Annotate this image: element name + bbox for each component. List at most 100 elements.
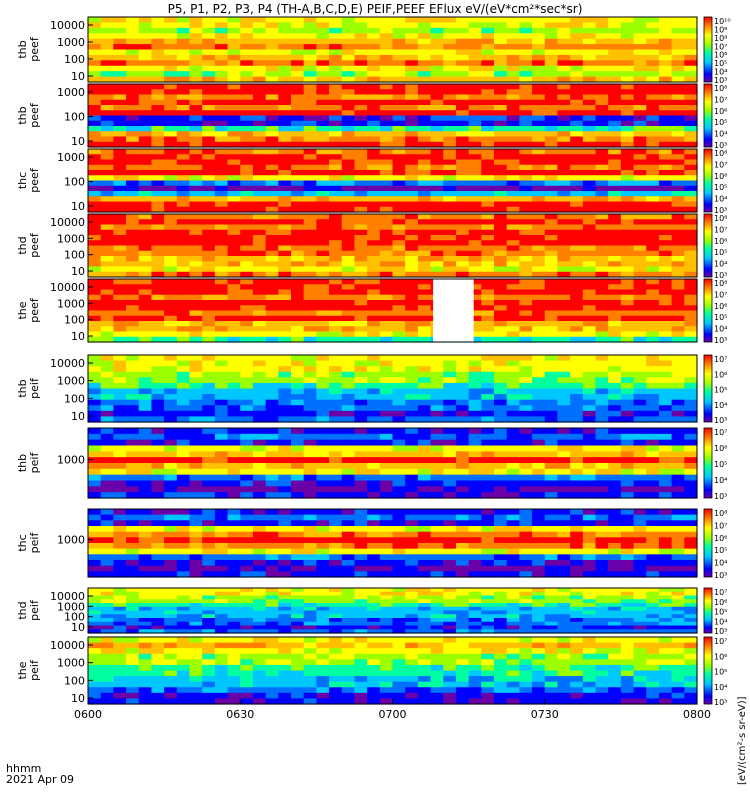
colorbar-tick-label: 10⁶ — [714, 370, 727, 379]
y-axis-label-product: peif — [28, 599, 41, 621]
y-tick-label: 1000 — [57, 297, 85, 310]
colorbar-tick-label: 10⁶ — [714, 652, 727, 661]
panel-10: 10 100 1000 10000 the peif 10³ 10⁴ 10⁵ 10⁶ 10⁷ — [16, 636, 727, 707]
y-axis-label-probe: the — [16, 301, 29, 319]
colorbar-tick-label: 10⁵ — [714, 248, 727, 257]
x-axis: 0600 0630 0700 0730 0800 — [74, 699, 711, 721]
panel-frame — [87, 213, 698, 278]
colorbar-tick-label: 10⁷ — [714, 637, 727, 646]
colorbar — [703, 148, 713, 213]
colorbar-tick-label: 10¹⁰ — [714, 17, 731, 26]
colorbar-tick-label: 10⁴ — [714, 68, 727, 77]
colorbar-tick-label: 10³ — [714, 141, 727, 150]
panel-6: 10 100 1000 10000 thb peif 10³ 10⁴ 10⁵ 10⁶ 10⁷ — [16, 354, 727, 425]
colorbar-tick-label: 10³ — [714, 206, 727, 215]
x-tick-label: 0800 — [683, 708, 711, 721]
y-axis-label-product: peif — [28, 452, 41, 474]
colorbar-tick-label: 10⁵ — [714, 118, 727, 127]
spectrogram-cells — [88, 17, 698, 83]
colorbar-tick-label: 10³ — [714, 492, 727, 501]
colorbar-tick-label: 10⁹ — [714, 25, 727, 34]
y-tick-label: 10000 — [50, 19, 85, 32]
y-tick-label: 10 — [71, 621, 85, 634]
panel-7: 1000 thb peif 10³ 10⁴ 10⁵ 10⁶ 10⁷ — [16, 427, 727, 501]
y-axis-label-probe: thb — [16, 454, 29, 472]
x-axis-label-date: 2021 Apr 09 — [6, 773, 74, 786]
colorbar-tick-label: 10⁵ — [714, 460, 727, 469]
colorbar-tick-label: 10⁷ — [714, 355, 727, 364]
colorbar-tick-label: 10⁵ — [714, 546, 727, 555]
colorbar-tick-label: 10⁷ — [714, 588, 727, 597]
colorbar-tick-label: 10⁷ — [714, 428, 727, 437]
y-axis-label-product: peif — [28, 377, 41, 399]
colorbar-tick-label: 10⁴ — [714, 325, 727, 334]
colorbar-tick-label: 10³ — [714, 698, 727, 707]
y-tick-label: 10000 — [50, 590, 85, 603]
y-tick-label: 1000 — [57, 534, 85, 547]
y-tick-label: 10 — [71, 410, 85, 423]
colorbar-tick-label: 10⁸ — [714, 509, 727, 518]
y-tick-label: 100 — [64, 611, 85, 624]
y-tick-label: 10000 — [50, 639, 85, 652]
panel-frame — [87, 16, 698, 83]
colorbar-tick-label: 10³ — [714, 416, 727, 425]
colorbar — [703, 587, 713, 634]
colorbar — [703, 508, 713, 578]
y-tick-label: 1000 — [57, 454, 85, 467]
colorbar-tick-label: 10⁸ — [714, 34, 727, 43]
colorbar-tick-label: 10⁷ — [714, 160, 727, 169]
panel-frame — [87, 587, 698, 634]
colorbar-tick-label: 10⁵ — [714, 313, 727, 322]
y-tick-label: 1000 — [57, 657, 85, 670]
y-axis-label-probe: thd — [16, 236, 29, 254]
y-tick-label: 1000 — [57, 375, 85, 388]
colorbar-tick-label: 10³ — [714, 571, 727, 580]
panel-8: 1000 thc peif 10³ 10⁴ 10⁵ 10⁶ 10⁷ 10⁸ — [16, 508, 727, 580]
y-tick-label: 100 — [64, 314, 85, 327]
figure-title: P5, P1, P2, P3, P4 (TH-A,B,C,D,E) PEIF,P… — [168, 2, 583, 16]
colorbar-tick-label: 10⁶ — [714, 444, 727, 453]
y-tick-label: 10000 — [50, 281, 85, 294]
data-gap — [433, 279, 474, 342]
colorbar-tick-label: 10⁴ — [714, 130, 727, 139]
y-tick-label: 1000 — [57, 36, 85, 49]
colorbar — [703, 16, 713, 83]
colorbar-tick-label: 10⁸ — [714, 84, 727, 93]
x-tick-label: 0600 — [74, 708, 102, 721]
y-tick-label: 10 — [71, 330, 85, 343]
y-axis-label-probe: thb — [16, 40, 29, 58]
spectrogram-cells — [88, 84, 698, 148]
colorbar-tick-label: 10⁷ — [714, 95, 727, 104]
colorbar-tick-label: 10⁵ — [714, 59, 727, 68]
y-tick-label: 1000 — [57, 151, 85, 164]
colorbar-tick-label: 10⁶ — [714, 172, 727, 181]
y-tick-label: 10 — [71, 265, 85, 278]
colorbar — [703, 278, 713, 343]
y-tick-label: 1000 — [57, 86, 85, 99]
panel-4: 10 100 1000 10000 thd peef 10³ 10⁴ 10⁵ 10⁶ 10⁷ 10⁸ — [16, 213, 727, 280]
colorbar-tick-label: 10⁴ — [714, 195, 727, 204]
y-tick-label: 10 — [71, 200, 85, 213]
colorbar — [703, 83, 713, 148]
panel-frame — [87, 354, 698, 423]
y-axis-label-probe: thb — [16, 106, 29, 124]
spectrogram-cells — [88, 149, 698, 213]
panel-frame — [87, 508, 698, 578]
colorbar-tick-label: 10⁷ — [714, 521, 727, 530]
y-axis-label-product: peef — [28, 232, 41, 258]
colorbar-tick-label: 10⁴ — [714, 559, 727, 568]
panel-frame — [87, 427, 698, 499]
spectrogram-cells — [88, 214, 698, 278]
spectrogram-cells — [88, 279, 698, 343]
colorbar-tick-label: 10⁸ — [714, 149, 727, 158]
y-tick-label: 1000 — [57, 232, 85, 245]
spectrogram-cells — [88, 637, 698, 705]
panel-frame — [87, 278, 698, 343]
colorbar-tick-label: 10³ — [714, 336, 727, 345]
colorbar-tick-label: 10⁶ — [714, 51, 727, 60]
colorbar — [703, 427, 713, 499]
y-tick-label: 10 — [71, 692, 85, 705]
spectrogram-cells — [88, 428, 698, 499]
